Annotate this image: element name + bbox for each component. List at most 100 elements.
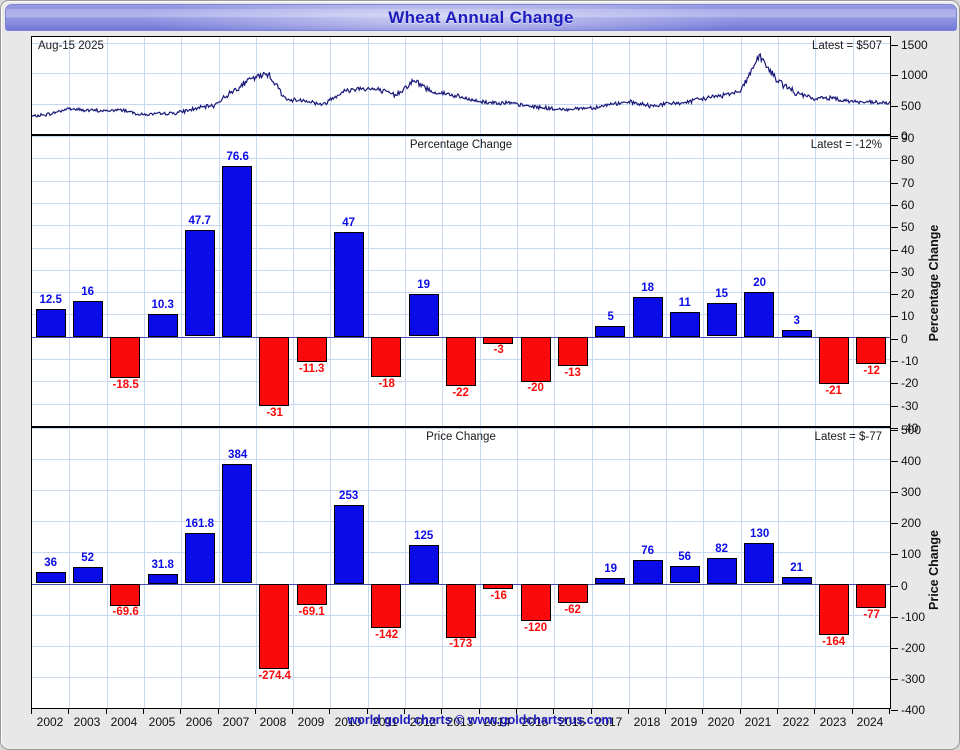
bar-label-2020: 15 [715, 288, 729, 300]
percentage-latest-label: Latest = -12% [810, 139, 882, 151]
x-tick [329, 709, 330, 714]
bar-label-2018: 76 [641, 545, 655, 557]
bar-label-2023: -164 [822, 636, 846, 648]
bar-2021 [744, 292, 774, 337]
y-tick-label: 0 [901, 332, 908, 346]
y-tick-label: 60 [901, 198, 915, 212]
bar-label-2002: 12.5 [39, 294, 62, 306]
y-tick [891, 227, 898, 228]
bar-2006 [185, 533, 215, 583]
x-tick [31, 709, 32, 714]
bar-label-2014: -16 [490, 590, 507, 602]
y-tick [891, 294, 898, 295]
x-tick [740, 709, 741, 714]
y-axis-column: 0 500 1000 1500 90 80 70 60 50 40 30 20 10 0 -10 -20 -30… [891, 36, 949, 717]
bar-2023 [819, 337, 849, 384]
x-axis-label-2007: 2007 [222, 715, 250, 729]
bar-label-2022: 21 [790, 562, 804, 574]
bar-label-2006: 47.7 [188, 215, 211, 227]
footer-credit: world gold charts © www.goldchartsrus.co… [347, 713, 613, 727]
x-axis-label-2019: 2019 [670, 715, 698, 729]
bar-2009 [297, 584, 327, 605]
bar-label-2007: 384 [228, 449, 248, 461]
y-tick [891, 492, 898, 493]
bar-2011 [371, 584, 401, 628]
x-axis-label-2010: 2010 [334, 715, 362, 729]
bar-2003 [73, 567, 103, 583]
bar-2022 [782, 577, 812, 584]
price-change-panel-title: Price Change [426, 431, 496, 443]
x-tick [777, 709, 778, 714]
y-tick-label: 500 [901, 99, 922, 113]
x-axis-label-2003: 2003 [73, 715, 101, 729]
bar-2002 [36, 309, 66, 337]
x-axis-label-2004: 2004 [110, 715, 138, 729]
bar-2015 [521, 584, 551, 621]
bar-label-2013: -173 [449, 638, 473, 650]
y-tick-label: 40 [901, 243, 915, 257]
bar-2005 [148, 314, 178, 337]
y-tick [891, 648, 898, 649]
bar-label-2008: -274.4 [258, 670, 291, 682]
bar-label-2015: -120 [524, 622, 548, 634]
bar-2003 [73, 301, 103, 337]
y-tick [891, 250, 898, 251]
y-tick [891, 554, 898, 555]
bar-label-2012: 19 [417, 279, 431, 291]
bar-2018 [633, 560, 663, 584]
bar-label-2004: -69.6 [112, 606, 139, 618]
bar-label-2006: 161.8 [185, 518, 215, 530]
y-tick-label: 400 [901, 454, 922, 468]
bar-2015 [521, 337, 551, 382]
y-tick-label: -400 [901, 703, 926, 717]
y-tick-label: 300 [901, 485, 922, 499]
x-tick [255, 709, 256, 714]
bar-2007 [222, 166, 252, 337]
y-tick-label: -200 [901, 641, 926, 655]
bar-2006 [185, 230, 215, 336]
bar-label-2018: 18 [641, 282, 655, 294]
x-tick [404, 709, 405, 714]
price-history-line [32, 37, 890, 134]
x-axis-label-2016: 2016 [558, 715, 586, 729]
bar-label-2015: -20 [527, 382, 544, 394]
x-tick [665, 709, 666, 714]
y-tick [891, 138, 898, 139]
bar-label-2021: 130 [750, 528, 770, 540]
y-tick-label: 10 [901, 309, 915, 323]
y-tick-label: 0 [901, 579, 908, 593]
bar-2016 [558, 337, 588, 366]
bar-label-2017: 19 [604, 563, 618, 575]
bar-label-2011: -18 [378, 378, 395, 390]
y-tick [891, 361, 898, 362]
y-tick-label: 500 [901, 423, 922, 437]
bar-label-2012: 125 [414, 530, 434, 542]
y-tick-label: 30 [901, 265, 915, 279]
x-tick [516, 709, 517, 714]
y-tick [891, 461, 898, 462]
y-tick [891, 75, 898, 76]
x-axis-label-2002: 2002 [36, 715, 64, 729]
bar-2013 [446, 584, 476, 638]
x-axis-label-2013: 2013 [446, 715, 474, 729]
bar-label-2010: 47 [342, 217, 356, 229]
bar-2020 [707, 303, 737, 336]
x-tick [106, 709, 107, 714]
bar-2022 [782, 330, 812, 337]
price-history-latest-label: Latest = $507 [811, 40, 882, 52]
bar-2002 [36, 572, 66, 583]
y-tick-label: 0 [901, 129, 908, 143]
bar-2011 [371, 337, 401, 377]
bar-label-2021: 20 [753, 277, 767, 289]
bar-2019 [670, 566, 700, 583]
x-axis-label-2023: 2023 [819, 715, 847, 729]
bar-2024 [856, 337, 886, 364]
bar-2024 [856, 584, 886, 608]
x-tick [702, 709, 703, 714]
y-tick [891, 136, 898, 137]
bar-label-2019: 11 [678, 297, 691, 309]
y-tick [891, 183, 898, 184]
bar-2023 [819, 584, 849, 635]
bar-label-2007: 76.6 [226, 151, 249, 163]
x-axis-label-2005: 2005 [148, 715, 176, 729]
